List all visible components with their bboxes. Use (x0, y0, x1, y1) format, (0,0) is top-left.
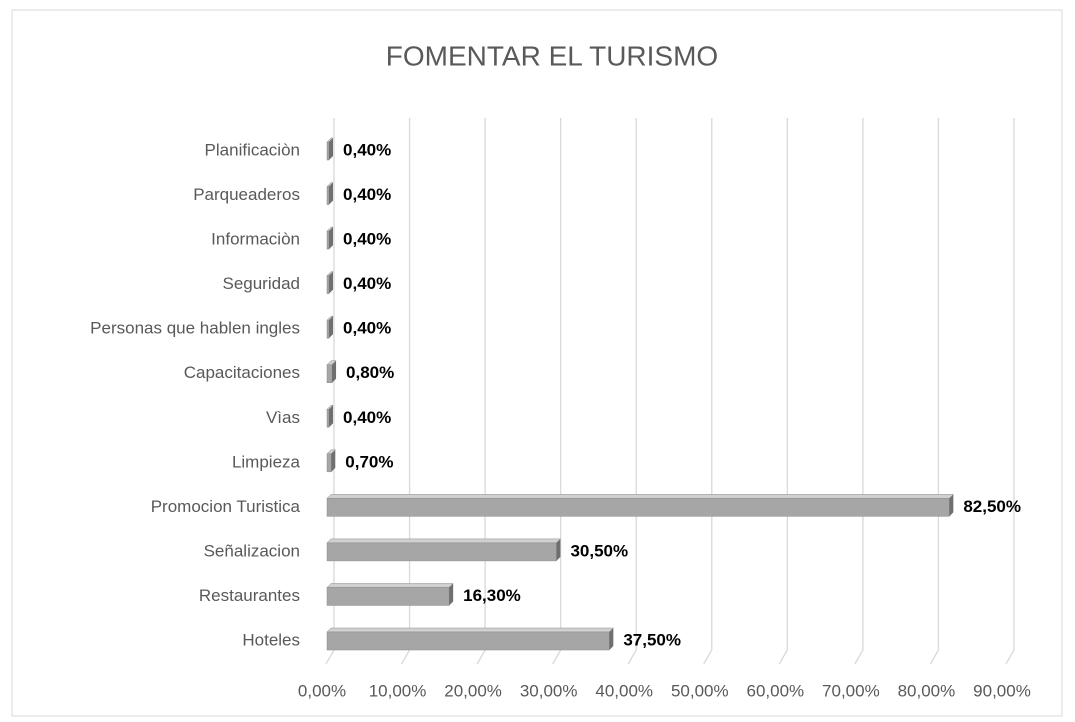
data-label: 0,70% (345, 452, 393, 471)
bar-side (329, 271, 334, 294)
x-tick-label: 50,00% (671, 681, 729, 700)
grid-line (627, 118, 637, 665)
y-tick-label: Limpieza (232, 452, 301, 471)
bar (326, 449, 336, 473)
grid-line (1005, 118, 1015, 665)
data-label: 0,40% (343, 274, 391, 293)
data-label: 0,40% (343, 185, 391, 204)
data-label: 0,40% (343, 140, 391, 159)
y-tick-label: Vìas (266, 408, 300, 427)
x-tick-label: 10,00% (369, 681, 427, 700)
bar (326, 182, 334, 205)
bar-side (331, 449, 336, 472)
grid-line (778, 118, 788, 665)
bar-front (326, 230, 330, 250)
y-tick-label: Personas que hablen ingles (90, 319, 300, 338)
bar-top (326, 583, 454, 588)
bar-front (326, 453, 332, 473)
bar-front (326, 186, 330, 205)
x-tick-label: 20,00% (444, 681, 502, 700)
data-label: 0,80% (346, 363, 394, 382)
bar (326, 405, 334, 428)
x-tick-label: 40,00% (595, 681, 653, 700)
x-tick-label: 60,00% (746, 681, 804, 700)
bar-front (326, 587, 450, 606)
bar (326, 583, 454, 606)
chart-title: FOMENTAR EL TURISMO (386, 40, 718, 71)
bar-top (326, 627, 614, 633)
grid-line (854, 118, 864, 665)
bar-side (329, 405, 334, 428)
grid-line (929, 118, 940, 665)
bar-top (326, 494, 954, 499)
y-tick-label: Informaciòn (211, 230, 300, 249)
x-tick-label: 80,00% (898, 681, 956, 700)
bar-top (326, 538, 562, 544)
bar-front (326, 364, 333, 383)
bar (326, 538, 562, 562)
bar-front (326, 409, 330, 428)
y-tick-label: Seguridad (222, 274, 300, 293)
bar-front (326, 319, 330, 339)
grid-line (703, 118, 713, 665)
bar (326, 271, 334, 294)
bar (326, 360, 337, 383)
y-tick-label: Restaurantes (199, 586, 300, 605)
bar-side (449, 583, 454, 606)
bar-side (556, 538, 561, 561)
y-tick-label: Promocion Turistica (151, 497, 301, 516)
data-label: 82,50% (963, 497, 1021, 516)
bar-side (332, 360, 337, 383)
x-tick-label: 30,00% (520, 681, 578, 700)
chart-border (11, 9, 1063, 717)
bar-front (326, 141, 330, 161)
x-tick-label: 90,00% (973, 681, 1031, 700)
bar-side (329, 138, 334, 160)
bar-side (609, 628, 614, 650)
data-label: 0,40% (343, 408, 391, 427)
y-tick-label: Planificaciòn (205, 140, 300, 159)
bar (326, 226, 334, 250)
bar-side (329, 227, 334, 250)
data-label: 16,30% (463, 586, 521, 605)
data-label: 0,40% (343, 230, 391, 249)
bar-front (326, 542, 557, 562)
y-tick-label: Hoteles (242, 630, 300, 649)
bar (326, 315, 334, 339)
y-tick-label: Señalizacion (204, 541, 300, 560)
bar-front (326, 275, 330, 294)
bar-front (326, 631, 610, 651)
bar-side (329, 316, 334, 339)
bar-side (949, 494, 954, 517)
data-label: 0,40% (343, 319, 391, 338)
bar (326, 627, 614, 651)
y-tick-label: Parqueaderos (193, 185, 300, 204)
bar-front (326, 498, 950, 517)
x-tick-label: 0,00% (298, 681, 346, 700)
data-label: 30,50% (570, 541, 628, 560)
data-label: 37,50% (623, 630, 681, 649)
bar (326, 494, 954, 517)
bar-side (329, 182, 334, 205)
y-tick-label: Capacitaciones (184, 363, 300, 382)
x-tick-label: 70,00% (822, 681, 880, 700)
bar (326, 137, 334, 161)
